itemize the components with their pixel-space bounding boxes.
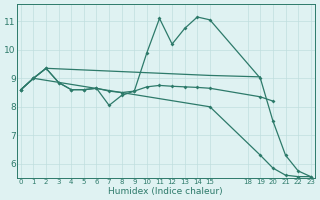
X-axis label: Humidex (Indice chaleur): Humidex (Indice chaleur) xyxy=(108,187,223,196)
